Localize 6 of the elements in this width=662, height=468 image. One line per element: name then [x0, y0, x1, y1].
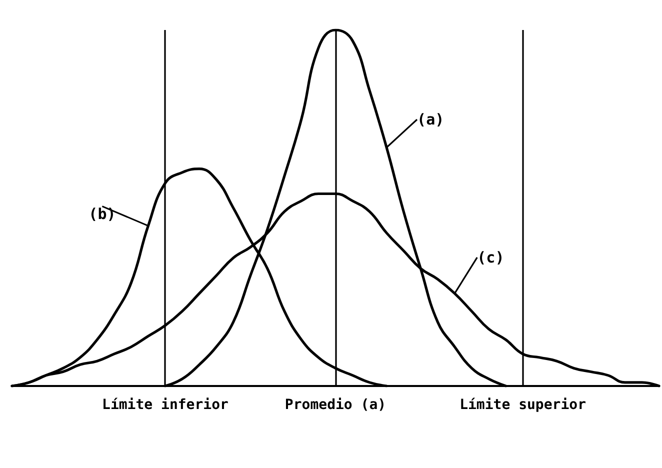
- text: (a): [417, 110, 444, 128]
- text: (c): [477, 248, 504, 266]
- x-tick-label: Promedio (a): [284, 397, 386, 413]
- text: (b): [88, 204, 116, 223]
- x-tick-label: Límite superior: [460, 397, 586, 413]
- x-tick-label: Límite inferior: [102, 397, 228, 413]
